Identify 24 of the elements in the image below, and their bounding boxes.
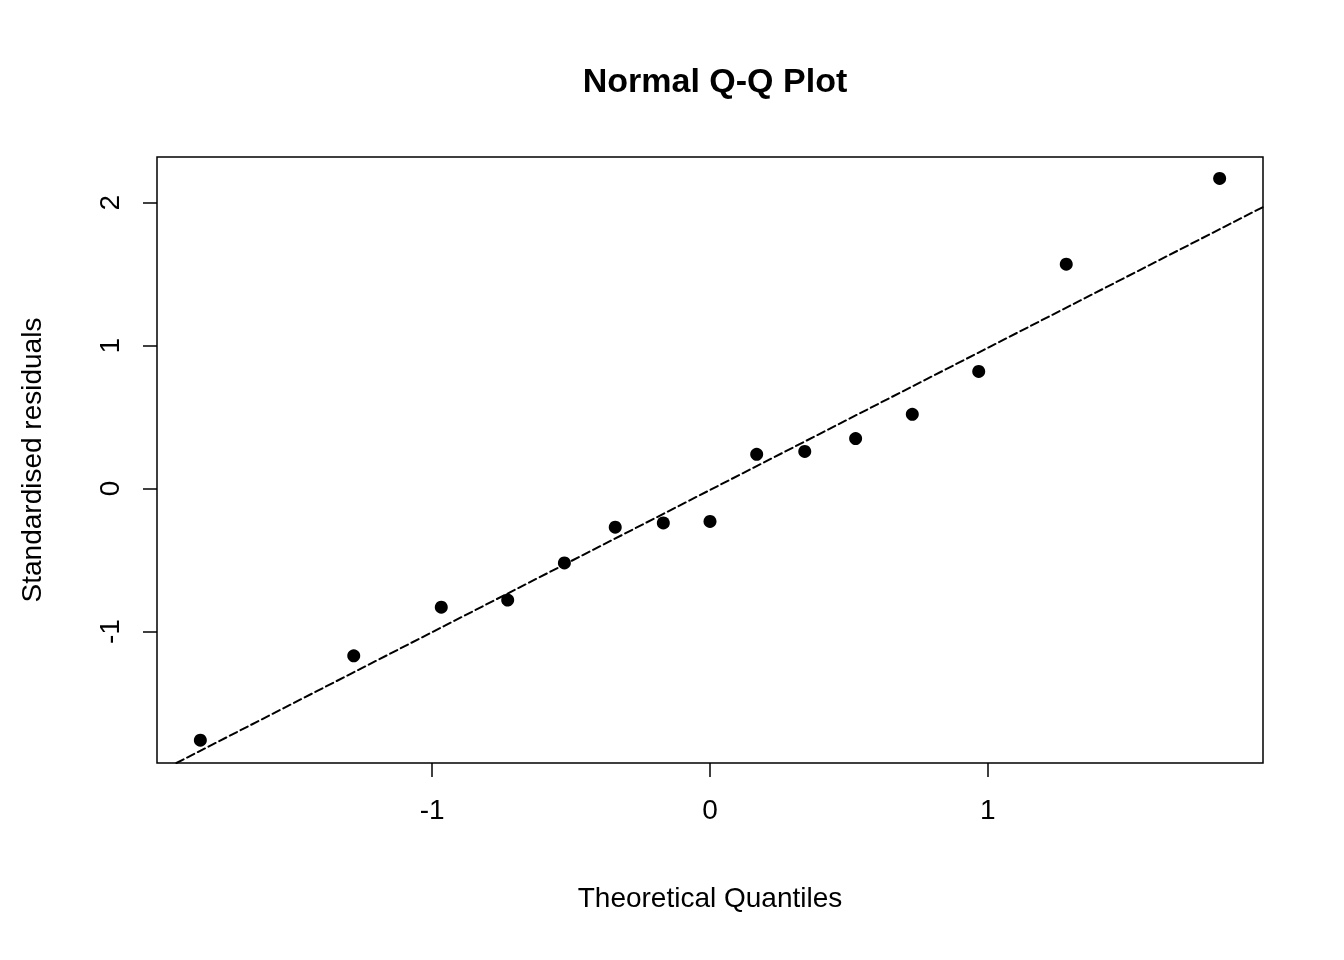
x-axis-title: Theoretical Quantiles bbox=[577, 881, 843, 913]
point bbox=[798, 444, 812, 458]
point bbox=[703, 514, 717, 528]
chart-title: Normal Q-Q Plot bbox=[582, 61, 848, 99]
point bbox=[972, 364, 986, 378]
y-tick-label: 2 bbox=[93, 194, 125, 211]
point bbox=[1059, 257, 1073, 271]
y-axis-title: Standardised residuals bbox=[15, 317, 47, 603]
point bbox=[750, 447, 764, 461]
point bbox=[347, 649, 361, 663]
point bbox=[434, 600, 448, 614]
y-tick-label: 1 bbox=[93, 337, 125, 354]
x-tick-label: -1 bbox=[419, 793, 445, 825]
point bbox=[656, 516, 670, 530]
point bbox=[1213, 171, 1227, 185]
point bbox=[501, 593, 515, 607]
y-tick-label: -1 bbox=[93, 619, 125, 644]
point bbox=[849, 432, 863, 446]
point bbox=[905, 407, 919, 421]
x-tick-label: 1 bbox=[980, 793, 996, 825]
point bbox=[608, 520, 622, 534]
x-tick-label: 0 bbox=[702, 793, 718, 825]
y-tick-label: 0 bbox=[93, 480, 125, 497]
point bbox=[193, 733, 207, 747]
